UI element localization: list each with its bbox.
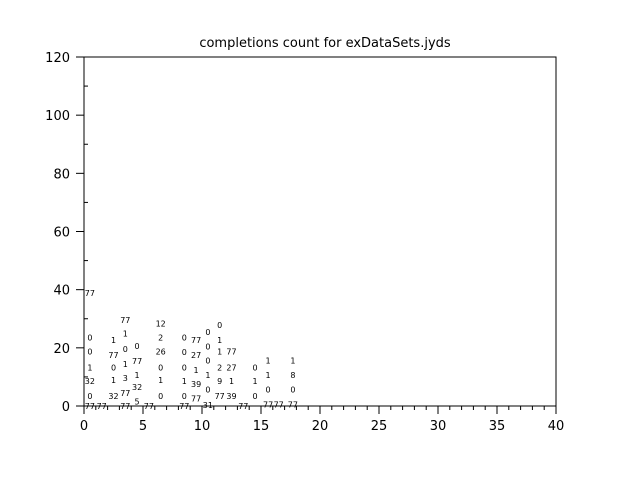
data-point-label: 77 [191,394,201,403]
x-tick-label: 20 [312,419,329,434]
data-point-label: 0 [182,333,187,342]
data-point-label: 26 [156,348,166,357]
y-axis: 0 20 40 60 80 100 120 [45,51,88,415]
y-tick-label: 120 [45,51,70,66]
data-point-label: 0 [217,321,222,330]
data-point-label: 0 [205,357,210,366]
data-point-label: 77 [238,402,248,411]
x-tick-label: 0 [80,419,88,434]
data-point-label: 0 [87,392,92,401]
data-point-label: 77 [274,401,284,410]
data-point-label: 1 [194,366,199,375]
data-point-label: 1 [158,376,163,385]
data-point-label: 31 [203,401,213,410]
data-point-label: 1 [266,357,271,366]
data-point-label: 1 [123,329,128,338]
data-point-label: 27 [191,351,201,360]
x-tick-label: 35 [489,419,506,434]
data-point-label: 0 [253,363,258,372]
data-point-label: 1 [266,371,271,380]
x-tick-label: 25 [371,419,388,434]
data-point-label: 77 [120,316,130,325]
data-point-label: 1 [182,377,187,386]
data-point-label: 1 [111,376,116,385]
y-tick-label: 20 [53,342,70,357]
data-point-label: 3 [123,374,128,383]
data-point-label: 0 [111,363,116,372]
data-point-label: 12 [156,319,166,328]
data-point-label: 77 [144,402,154,411]
data-point-label: 77 [120,389,130,398]
data-point-label: 39 [191,380,201,389]
data-point-label: 77 [132,357,142,366]
data-point-label: 27 [226,363,236,372]
data-point-label: 0 [182,363,187,372]
data-point-label: 77 [97,402,107,411]
data-point-label: 77 [191,336,201,345]
data-point-label: 1 [217,336,222,345]
data-point-label: 2 [217,363,222,372]
data-point-label: 39 [226,392,236,401]
chart-title: completions count for exDataSets.jyds [199,36,451,51]
data-point-label: 0 [182,348,187,357]
y-tick-label: 40 [53,284,70,299]
y-tick-label: 0 [62,400,70,415]
data-point-label: 77 [85,402,95,411]
data-point-label: 2 [158,333,163,342]
data-point-label: 0 [87,333,92,342]
data-point-label: 9 [217,377,222,386]
data-point-label: 77 [179,402,189,411]
data-point-label: 5 [135,398,140,407]
data-point-label: 0 [135,342,140,351]
data-point-label: 1 [217,348,222,357]
x-tick-label: 30 [430,419,447,434]
y-tick-label: 100 [45,109,70,124]
data-point-label: 77 [263,401,273,410]
x-axis: 0 5 10 15 20 25 30 35 40 [80,406,564,434]
data-point-label: 0 [158,363,163,372]
x-tick-label: 5 [139,419,147,434]
data-point-label: 0 [87,348,92,357]
data-point-label: 0 [266,385,271,394]
data-point-label: 77 [85,289,95,298]
y-tick-label: 80 [53,167,70,182]
data-point-label: 1 [205,371,210,380]
data-point-label: 0 [205,328,210,337]
x-tick-label: 15 [253,419,270,434]
data-point-label: 32 [108,392,118,401]
data-point-label: 77 [226,348,236,357]
data-point-label: 1 [229,377,234,386]
data-point-label: 1 [111,336,116,345]
data-point-label: 0 [205,343,210,352]
data-point-label: 77 [120,402,130,411]
data-point-label: 1 [290,357,295,366]
data-point-label: 1 [135,371,140,380]
data-point-label: 32 [85,377,95,386]
x-tick-label: 10 [194,419,211,434]
data-point-label: 0 [205,385,210,394]
data-point-label: 32 [132,383,142,392]
x-tick-label: 40 [548,419,565,434]
data-point-label: 77 [108,351,118,360]
data-point-label: 0 [290,385,295,394]
data-point-label: 77 [215,392,225,401]
data-point-label: 0 [253,392,258,401]
data-point-label: 1 [123,360,128,369]
data-point-label: 0 [158,392,163,401]
data-point-label: 1 [253,377,258,386]
data-point-label: 1 [87,363,92,372]
y-tick-label: 60 [53,226,70,241]
data-point-label: 0 [182,392,187,401]
data-point-label: 0 [123,345,128,354]
data-point-label: 8 [290,371,295,380]
data-point-label: 77 [288,401,298,410]
